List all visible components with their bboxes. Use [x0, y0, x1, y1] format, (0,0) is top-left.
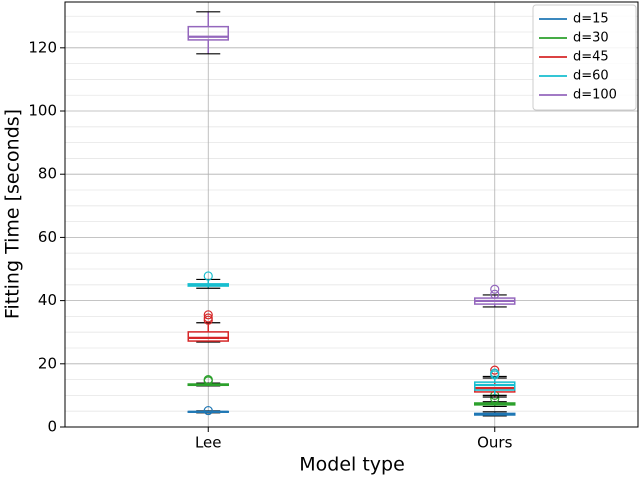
legend-frame [532, 4, 637, 111]
box [187, 331, 229, 342]
y-tick-label: 120 [28, 38, 57, 56]
y-tick-label: 60 [38, 228, 57, 246]
legend: d=15 d=30 d=45 d=60 d=100 [532, 4, 637, 111]
outlier [490, 289, 500, 299]
outlier [203, 271, 213, 281]
legend-label: d=100 [573, 88, 617, 103]
outlier [203, 310, 213, 320]
box [187, 25, 229, 41]
legend-label: d=15 [573, 12, 609, 27]
x-tick-label: Lee [195, 434, 222, 452]
legend-label: d=45 [573, 50, 609, 65]
legend-label: d=30 [573, 31, 609, 46]
y-tick-label: 0 [47, 418, 57, 436]
x-tick-label: Ours [477, 434, 512, 452]
outlier [203, 375, 213, 385]
plot-frame [64, 1, 639, 428]
y-tick-label: 20 [38, 354, 57, 372]
x-axis-label: Model type [299, 454, 405, 476]
y-axis-label: Fitting Time [seconds] [2, 109, 24, 319]
box [474, 381, 516, 391]
y-tick-label: 100 [28, 102, 57, 120]
outlier [203, 405, 213, 416]
outlier [490, 284, 500, 294]
legend-label: d=60 [573, 69, 609, 84]
outlier [490, 368, 500, 378]
outlier [490, 365, 500, 375]
y-tick-label: 80 [38, 165, 57, 183]
outlier [203, 313, 213, 323]
y-tick-label: 40 [38, 291, 57, 309]
